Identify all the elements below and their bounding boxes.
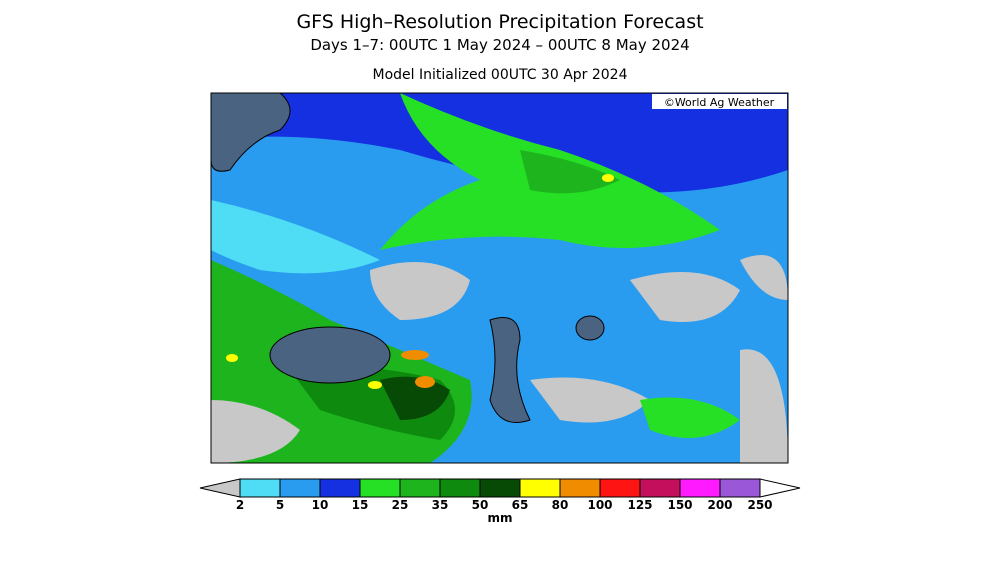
legend-swatch <box>679 478 721 498</box>
legend-tick-label: 100 <box>587 498 612 512</box>
legend-tick-label: 125 <box>627 498 652 512</box>
subtitle: Days 1–7: 00UTC 1 May 2024 – 00UTC 8 May… <box>310 36 689 54</box>
rain-band <box>520 150 620 194</box>
rain-band <box>211 200 380 274</box>
legend-unit: mm <box>487 511 512 525</box>
black-sea <box>269 326 391 384</box>
legend-swatch <box>639 478 681 498</box>
legend-tick-label: 35 <box>432 498 449 512</box>
legend-swatch <box>239 478 281 498</box>
legend-swatch <box>359 478 401 498</box>
credit-box <box>652 94 787 109</box>
dry-land <box>211 400 300 463</box>
legend-tick-label: 5 <box>276 498 284 512</box>
legend-tick-label: 15 <box>352 498 369 512</box>
rain-band <box>640 397 740 438</box>
legend-tick-label: 50 <box>472 498 489 512</box>
dry-land <box>740 349 788 463</box>
title: GFS High–Resolution Precipitation Foreca… <box>296 11 703 33</box>
legend-tick-label: 10 <box>312 498 329 512</box>
legend-tick-label: 2 <box>236 498 244 512</box>
legend-tick-label: 65 <box>512 498 529 512</box>
legend-swatch <box>559 478 601 498</box>
heavy-rain <box>226 354 238 362</box>
credit: ©World Ag Weather <box>664 96 775 109</box>
aral-sea <box>575 315 605 341</box>
heavy-rain <box>602 174 614 182</box>
legend-tick-label: 80 <box>552 498 569 512</box>
legend-over <box>759 478 801 498</box>
legend-swatch <box>319 478 361 498</box>
legend-tick-label: 150 <box>667 498 692 512</box>
legend-swatch <box>519 478 561 498</box>
legend-swatch <box>399 478 441 498</box>
dry-land <box>370 262 470 320</box>
caspian-sea <box>489 317 531 423</box>
legend-tick-label: 200 <box>707 498 732 512</box>
heavy-rain <box>368 381 382 389</box>
map: ©World Ag Weather <box>210 92 789 464</box>
map-frame <box>210 92 789 464</box>
legend-swatch <box>479 478 521 498</box>
rain-band <box>380 376 450 420</box>
dry-land <box>530 377 650 423</box>
dry-land <box>740 255 788 300</box>
init-time: Model Initialized 00UTC 30 Apr 2024 <box>373 67 628 83</box>
baltic-sea <box>211 93 291 172</box>
dry-land <box>630 272 740 322</box>
heavy-rain <box>401 350 429 360</box>
legend-tick-label: 25 <box>392 498 409 512</box>
legend-swatch <box>719 478 761 498</box>
legend: 2 5 10 15 25 35 50 65 80 100 125 150 200 250 <box>199 478 801 512</box>
legend-tick-label: 250 <box>747 498 772 512</box>
heavy-rain <box>415 376 435 388</box>
legend-swatch <box>279 478 321 498</box>
legend-swatch <box>599 478 641 498</box>
legend-swatch <box>439 478 481 498</box>
legend-under <box>199 478 241 498</box>
